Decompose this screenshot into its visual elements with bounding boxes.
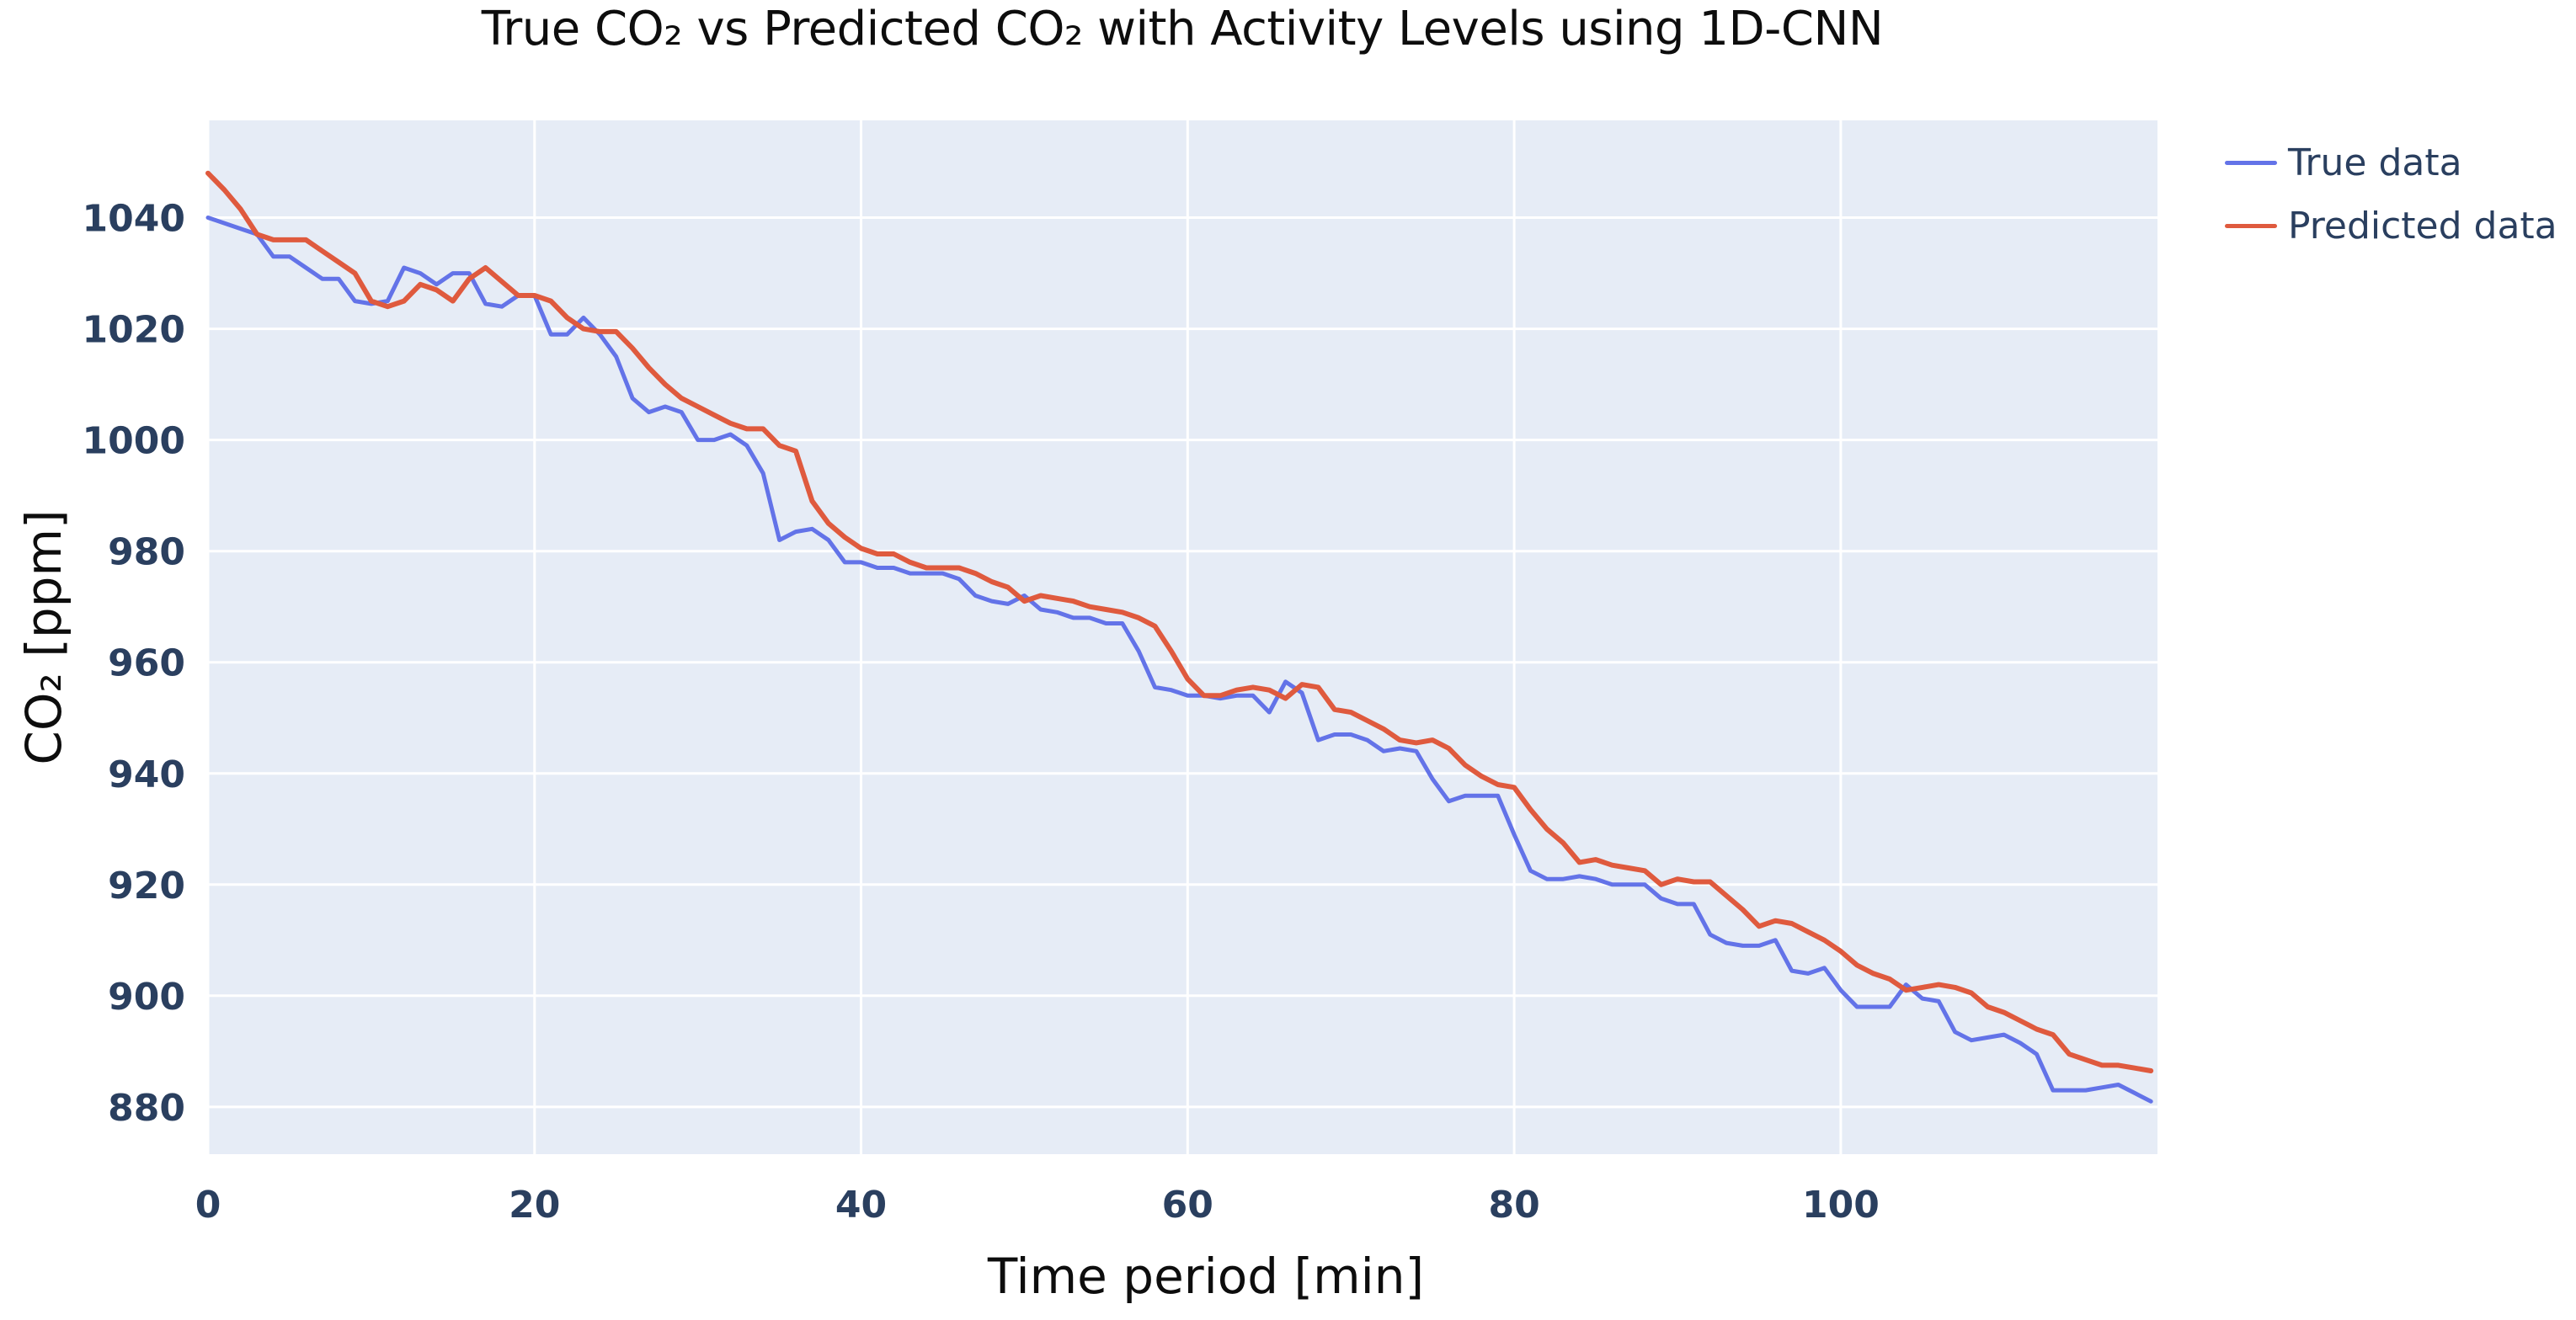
legend-swatch-predicted-data — [2225, 224, 2277, 228]
legend-label-predicted-data: Predicted data — [2288, 205, 2557, 248]
y-axis-title: CO₂ [ppm] — [15, 509, 72, 765]
x-tick-label: 100 — [1802, 1184, 1880, 1227]
legend-item-true-data: True data — [2225, 141, 2557, 184]
y-tick-label: 1020 — [83, 309, 185, 352]
x-axis-title: Time period [min] — [987, 1248, 1425, 1305]
legend-item-predicted-data: Predicted data — [2225, 205, 2557, 248]
x-tick-label: 60 — [1162, 1184, 1213, 1227]
legend-swatch-true-data — [2225, 161, 2277, 165]
y-tick-label: 940 — [108, 753, 185, 796]
y-tick-label: 1040 — [83, 198, 185, 241]
y-tick-label: 1000 — [83, 420, 185, 463]
y-tick-label: 980 — [108, 531, 185, 574]
x-tick-label: 0 — [195, 1184, 221, 1227]
y-tick-label: 960 — [108, 642, 185, 685]
plot-area — [208, 120, 2157, 1154]
y-tick-label: 880 — [108, 1087, 185, 1130]
legend-label-true-data: True data — [2288, 141, 2462, 184]
x-tick-label: 20 — [509, 1184, 560, 1227]
series-line-predicted-data — [205, 170, 2154, 1073]
y-tick-label: 920 — [108, 865, 185, 908]
x-tick-label: 40 — [835, 1184, 887, 1227]
chart-title: True CO₂ vs Predicted CO₂ with Activity … — [481, 2, 1884, 56]
legend: True data Predicted data — [2225, 141, 2557, 248]
y-tick-label: 900 — [108, 976, 185, 1019]
x-tick-label: 80 — [1488, 1184, 1539, 1227]
